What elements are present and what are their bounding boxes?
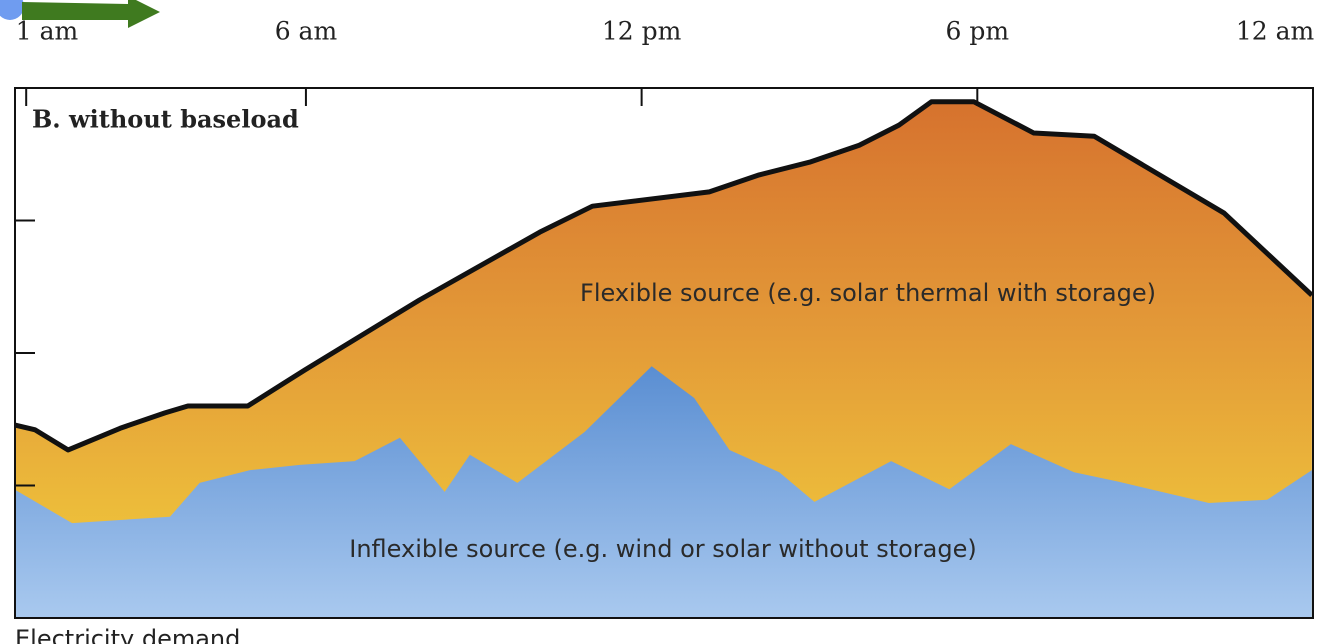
x-tick-label: 6 pm bbox=[946, 17, 1010, 46]
plot-area bbox=[14, 99, 1314, 618]
x-tick-label: 6 am bbox=[275, 17, 338, 46]
y-axis-label: Electricity demand bbox=[15, 625, 240, 644]
icon-circle bbox=[0, 0, 24, 20]
area bbox=[15, 366, 1312, 618]
x-tick-label: 12 pm bbox=[602, 17, 682, 46]
chart-title: B. without baseload bbox=[32, 105, 299, 134]
x-tick-label: 1 am bbox=[16, 17, 79, 46]
series-label: Flexible source (e.g. solar thermal with… bbox=[580, 279, 1156, 307]
demand-line bbox=[14, 99, 1314, 453]
series-label: Inflexible source (e.g. wind or solar wi… bbox=[349, 535, 977, 563]
x-tick-label: 12 am bbox=[1236, 17, 1315, 46]
icon-arrow bbox=[22, 0, 160, 28]
